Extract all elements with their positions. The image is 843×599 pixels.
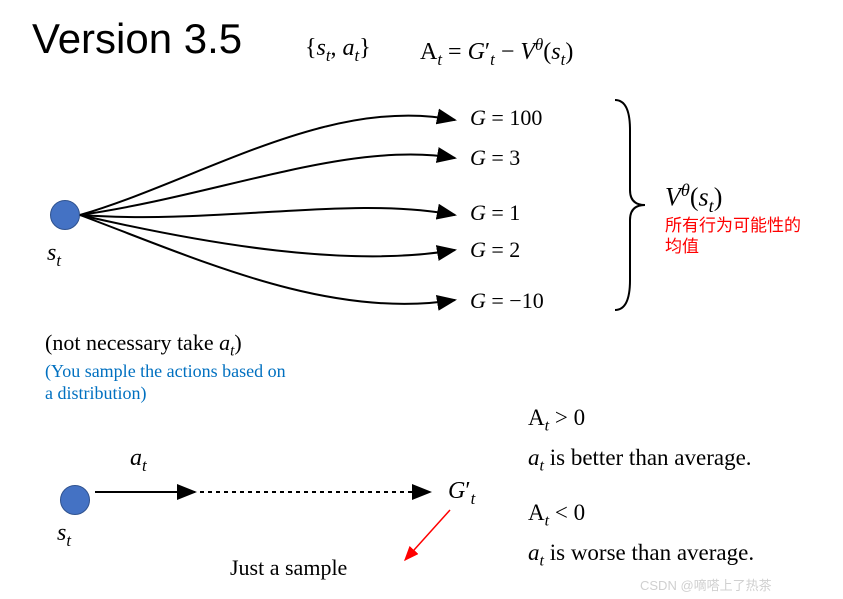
return-4: G = −10 [470,288,544,314]
advantage-negative-text: at is worse than average. [528,540,754,571]
page-title: Version 3.5 [32,15,242,63]
state-node-bottom [60,485,90,515]
return-1: G = 3 [470,145,520,171]
return-0: G = 100 [470,105,542,131]
watermark: CSDN @嘀嗒上了热茶 [640,575,772,594]
value-subtitle: 所有行为可能性的均值 [665,215,805,258]
just-a-sample-label: Just a sample [230,555,347,581]
state-node-top [50,200,80,230]
state-action-pair: {st, at} [305,35,371,66]
trajectories-svg [0,0,843,599]
advantage-formula: At = G′t − Vθ(st) [420,35,573,70]
note-not-necessary: (not necessary take at) [45,330,242,360]
state-label-bottom: st [57,520,71,551]
advantage-positive: At > 0 [528,405,585,436]
state-label-top: st [47,240,61,271]
advantage-positive-text: at is better than average. [528,445,752,476]
value-function-label: Vθ(st) [665,180,722,217]
return-3: G = 2 [470,237,520,263]
note-sample-distribution: (You sample the actions based on a distr… [45,360,286,404]
sample-return-label: G′t [448,478,475,509]
action-label: at [130,445,147,476]
return-2: G = 1 [470,200,520,226]
advantage-negative: At < 0 [528,500,585,531]
